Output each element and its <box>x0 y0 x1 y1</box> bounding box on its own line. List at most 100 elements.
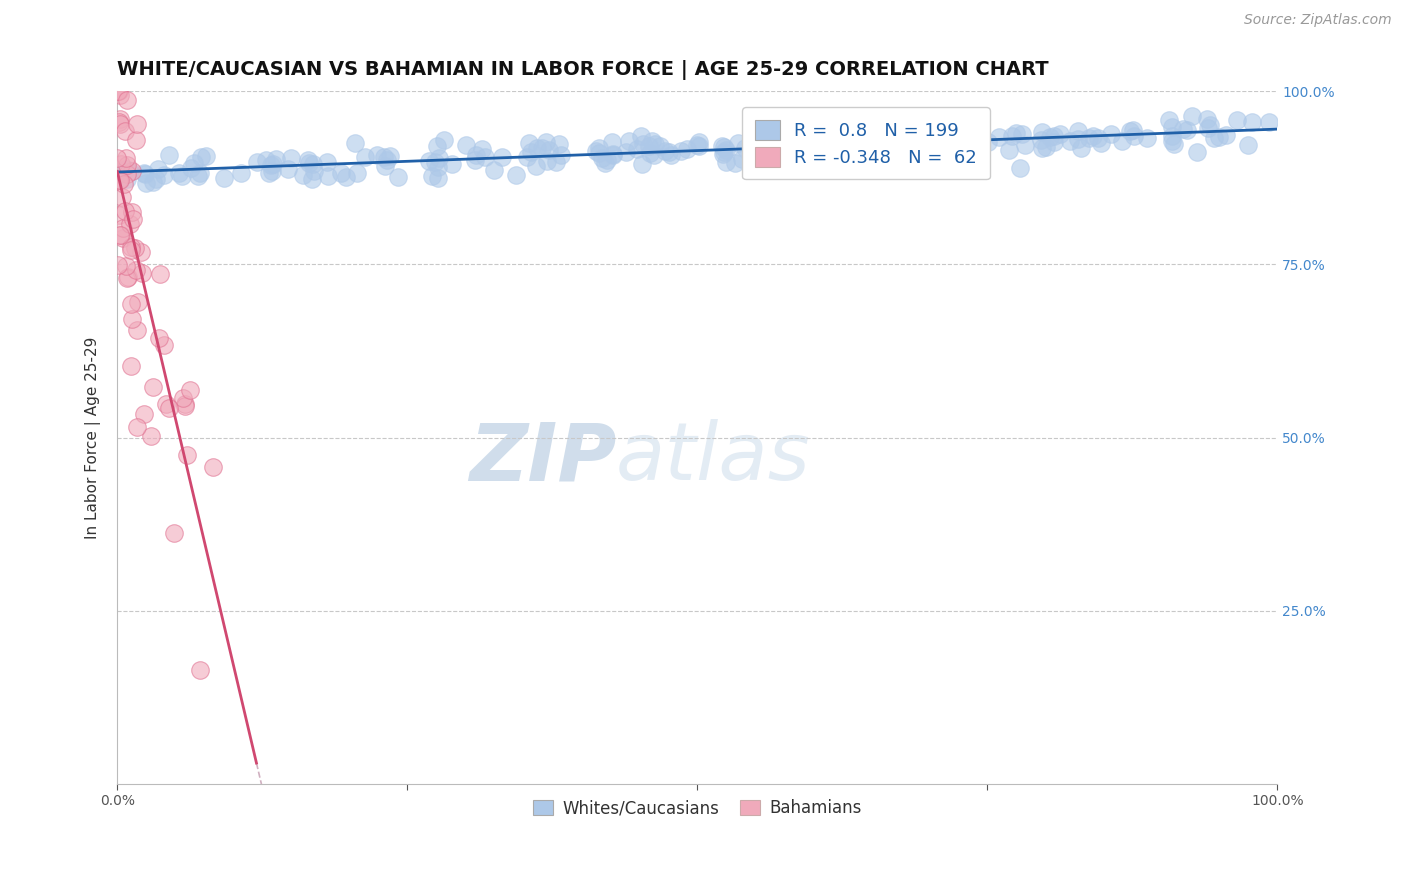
Point <box>1005 126 1028 140</box>
Point <box>254 153 277 167</box>
Point <box>877 136 900 151</box>
Point <box>315 154 337 169</box>
Point <box>142 175 165 189</box>
Point <box>1226 112 1249 127</box>
Point <box>148 331 170 345</box>
Point <box>813 140 835 154</box>
Point <box>962 136 984 151</box>
Point <box>454 138 477 153</box>
Point <box>870 136 893 151</box>
Point <box>585 144 607 158</box>
Point <box>125 117 148 131</box>
Point <box>292 169 315 183</box>
Point <box>675 142 697 156</box>
Point <box>882 150 904 164</box>
Point <box>538 143 561 157</box>
Point <box>108 117 131 131</box>
Point <box>842 130 865 145</box>
Point <box>1049 127 1071 141</box>
Point <box>517 136 540 150</box>
Point <box>194 148 217 162</box>
Point <box>474 150 496 164</box>
Point <box>588 145 610 160</box>
Point <box>727 136 749 150</box>
Point <box>1177 122 1199 136</box>
Point <box>614 145 637 159</box>
Point <box>418 153 440 168</box>
Point <box>176 448 198 462</box>
Point <box>107 84 129 98</box>
Point <box>929 125 952 139</box>
Point <box>1195 112 1218 127</box>
Point <box>1078 130 1101 145</box>
Point <box>108 115 131 129</box>
Point <box>630 157 652 171</box>
Point <box>602 148 624 162</box>
Point <box>724 155 747 169</box>
Point <box>1087 130 1109 145</box>
Point <box>894 140 917 154</box>
Point <box>139 429 162 443</box>
Point <box>153 338 176 352</box>
Point <box>335 169 357 184</box>
Point <box>870 146 893 161</box>
Point <box>658 145 681 159</box>
Point <box>231 166 253 180</box>
Point <box>988 129 1011 144</box>
Point <box>1014 137 1036 152</box>
Point <box>790 143 813 157</box>
Point <box>659 148 682 162</box>
Point <box>179 383 201 397</box>
Point <box>626 142 648 156</box>
Point <box>602 147 624 161</box>
Point <box>346 166 368 180</box>
Point <box>638 139 661 153</box>
Point <box>1215 128 1237 143</box>
Point <box>120 243 142 257</box>
Point <box>520 145 543 159</box>
Point <box>260 159 283 173</box>
Point <box>1001 129 1024 144</box>
Point <box>482 162 505 177</box>
Point <box>966 126 988 140</box>
Point <box>638 146 661 161</box>
Point <box>120 239 142 253</box>
Point <box>941 123 963 137</box>
Point <box>600 135 623 149</box>
Point <box>1008 161 1031 175</box>
Point <box>793 139 815 153</box>
Point <box>1122 122 1144 136</box>
Point <box>1163 136 1185 151</box>
Point <box>280 151 302 165</box>
Point <box>427 161 450 175</box>
Point <box>387 169 409 184</box>
Point <box>125 323 148 337</box>
Point <box>134 166 156 180</box>
Point <box>112 177 135 191</box>
Legend: Whites/Caucasians, Bahamians: Whites/Caucasians, Bahamians <box>526 792 869 824</box>
Point <box>135 176 157 190</box>
Point <box>114 204 136 219</box>
Point <box>593 156 616 170</box>
Point <box>536 154 558 169</box>
Point <box>1197 120 1219 135</box>
Point <box>889 130 911 145</box>
Point <box>425 155 447 169</box>
Point <box>112 220 135 235</box>
Point <box>353 150 375 164</box>
Point <box>711 147 734 161</box>
Point <box>744 135 766 149</box>
Point <box>440 157 463 171</box>
Point <box>1099 127 1122 141</box>
Point <box>688 139 710 153</box>
Point <box>297 153 319 167</box>
Point <box>187 169 209 183</box>
Point <box>714 155 737 169</box>
Point <box>686 138 709 153</box>
Point <box>120 297 142 311</box>
Point <box>374 159 396 173</box>
Point <box>548 137 571 152</box>
Point <box>107 151 129 165</box>
Point <box>121 311 143 326</box>
Point <box>1257 115 1279 129</box>
